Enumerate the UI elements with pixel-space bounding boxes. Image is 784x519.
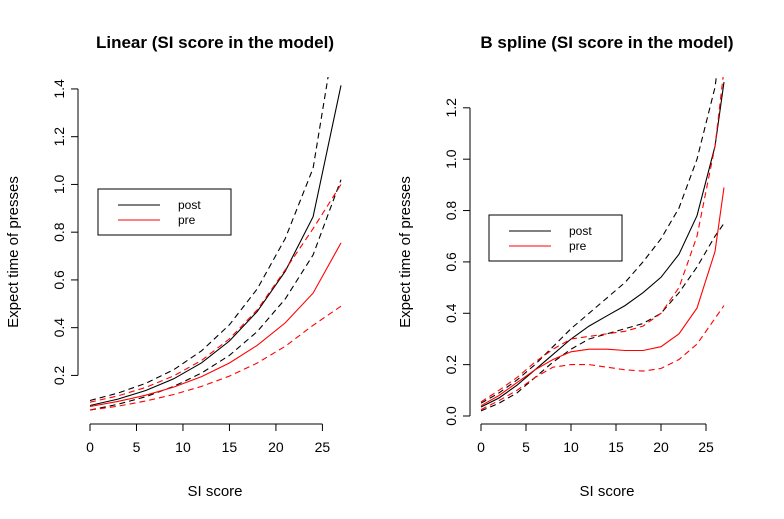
y-tick-label: 0.6 bbox=[443, 252, 459, 272]
y-axis-label: Expect time of presses bbox=[5, 176, 22, 328]
y-tick-label: 1.0 bbox=[51, 174, 67, 194]
linear-panel: Linear (SI score in the model) SI score … bbox=[5, 33, 342, 500]
y-tick-label: 0.6 bbox=[51, 270, 67, 290]
y-tick-label: 1.4 bbox=[51, 79, 67, 99]
y-tick-label: 1.0 bbox=[443, 149, 459, 169]
x-tick-label: 20 bbox=[268, 439, 284, 455]
y-tick-label: 0.8 bbox=[51, 222, 67, 242]
x-tick-label: 5 bbox=[133, 439, 141, 455]
x-axis-label: SI score bbox=[579, 483, 634, 500]
y-tick-label: 0.4 bbox=[51, 318, 67, 338]
chart-title: Linear (SI score in the model) bbox=[96, 33, 334, 52]
chart-title: B spline (SI score in the model) bbox=[480, 33, 733, 52]
series-line-pre bbox=[480, 187, 725, 407]
series-line-pre-upper bbox=[89, 184, 342, 403]
series-line-post-lower bbox=[480, 223, 725, 412]
y-axis-label: Expect time of presses bbox=[397, 176, 414, 328]
legend-box bbox=[488, 214, 623, 262]
x-tick-label: 0 bbox=[86, 439, 94, 455]
series-line-pre-upper bbox=[480, 77, 724, 403]
y-tick-label: 1.2 bbox=[443, 98, 459, 118]
x-axis-label: SI score bbox=[187, 483, 242, 500]
series-line-post-lower bbox=[89, 179, 342, 411]
y-tick-label: 0.0 bbox=[443, 406, 459, 426]
y-tick-label: 0.8 bbox=[443, 201, 459, 221]
series-line-pre bbox=[89, 242, 342, 408]
x-tick-label: 20 bbox=[653, 439, 669, 455]
y-tick-label: 0.4 bbox=[443, 303, 459, 323]
y-tick-label: 1.2 bbox=[51, 127, 67, 147]
legend-label: pre bbox=[569, 239, 587, 253]
legend-label: post bbox=[178, 198, 201, 212]
x-tick-label: 0 bbox=[477, 439, 485, 455]
x-tick-label: 25 bbox=[698, 439, 714, 455]
x-tick-label: 10 bbox=[563, 439, 579, 455]
legend-label: post bbox=[569, 224, 592, 238]
legend-label: pre bbox=[178, 213, 196, 227]
x-tick-label: 15 bbox=[222, 439, 238, 455]
x-tick-label: 15 bbox=[608, 439, 624, 455]
series-line-post bbox=[480, 82, 725, 408]
x-tick-label: 5 bbox=[522, 439, 530, 455]
legend-box bbox=[97, 188, 232, 236]
series-line-post-upper bbox=[480, 77, 717, 404]
bspline-panel: B spline (SI score in the model) SI scor… bbox=[397, 33, 734, 500]
series-line-post-upper bbox=[89, 77, 329, 402]
x-tick-label: 25 bbox=[315, 439, 331, 455]
series-line-pre-lower bbox=[89, 305, 342, 411]
series-line-post bbox=[89, 85, 342, 407]
x-tick-label: 10 bbox=[175, 439, 191, 455]
y-tick-label: 0.2 bbox=[51, 365, 67, 385]
y-tick-label: 0.2 bbox=[443, 355, 459, 375]
